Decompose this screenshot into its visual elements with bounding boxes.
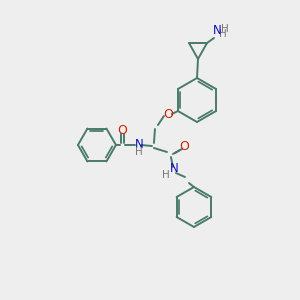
Text: H: H [162,170,170,180]
Text: H: H [219,29,227,39]
Text: O: O [117,124,127,137]
Text: N: N [169,163,178,176]
Text: N: N [213,23,221,37]
Text: O: O [163,109,173,122]
Text: N: N [135,137,143,151]
Text: O: O [179,140,189,154]
Text: H: H [135,147,143,157]
Text: H: H [221,24,229,34]
